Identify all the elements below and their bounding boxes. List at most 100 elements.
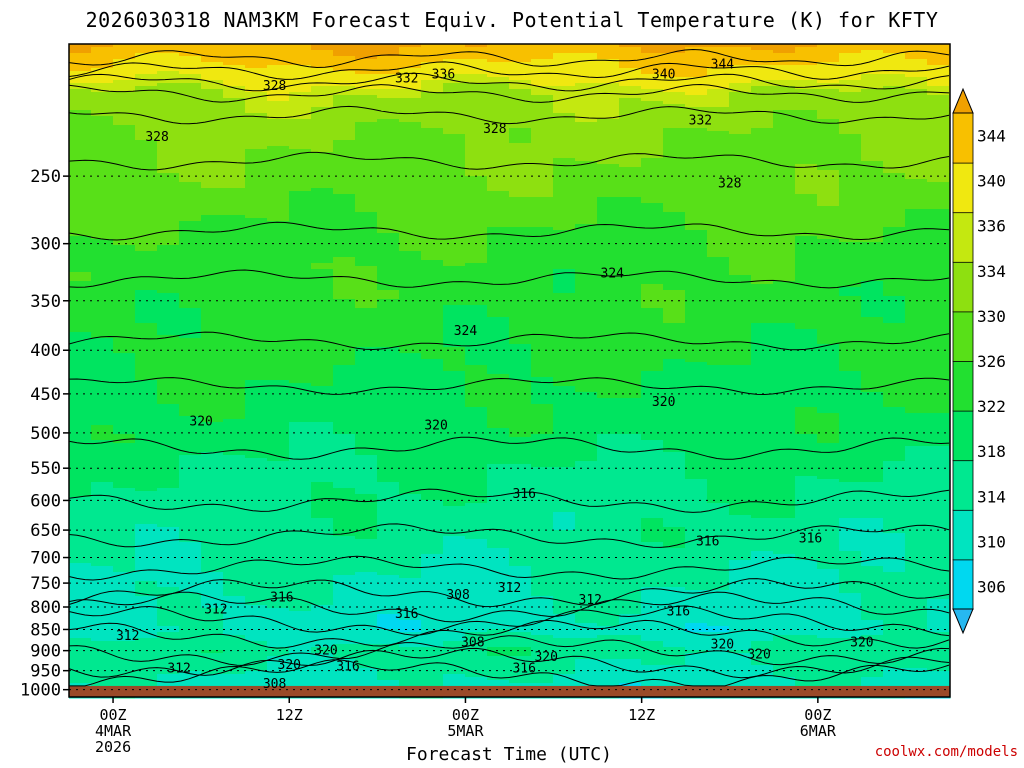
contour-label: 316 [270, 591, 293, 606]
theta-e-field [69, 44, 951, 699]
contour-line [68, 221, 950, 241]
contour-line [68, 619, 950, 649]
contour-label: 328 [145, 130, 168, 145]
y-tick-label: 550 [30, 459, 61, 479]
colorbar-label: 310 [977, 532, 1006, 551]
contour-line [68, 605, 950, 637]
contour-line [68, 578, 950, 608]
contour-label: 332 [395, 71, 418, 86]
plot-frame [68, 43, 951, 698]
contour-label: 308 [461, 635, 484, 650]
colorbar-label: 336 [977, 217, 1006, 236]
contour-label: 316 [336, 660, 359, 675]
x-tick-label: 12Z [628, 706, 655, 724]
colorbar-label: 334 [977, 262, 1006, 281]
contour-label: 332 [689, 113, 712, 128]
contour-line [68, 48, 950, 69]
watermark: coolwx.com/models [874, 744, 1018, 760]
contour-label: 308 [446, 588, 469, 603]
contour-line [68, 591, 950, 623]
contour-label: 324 [454, 324, 478, 339]
contour-label: 328 [263, 79, 286, 94]
colorbar-segment [952, 509, 974, 561]
colorbar-segment [952, 410, 974, 462]
y-tick-label: 700 [30, 549, 61, 569]
contour-label: 328 [718, 176, 741, 191]
contour-label: 340 [652, 67, 675, 82]
contour-label: 316 [512, 662, 535, 677]
contour-label: 316 [799, 532, 822, 547]
colorbar-segment [952, 310, 974, 362]
contour-label: 336 [432, 67, 455, 82]
colorbar-label: 340 [977, 172, 1006, 191]
contour-label: 320 [711, 637, 734, 652]
x-tick-label: 6MAR [800, 722, 837, 740]
contour-label: 320 [534, 650, 557, 665]
y-tick-label: 350 [30, 292, 61, 312]
colorbar-label: 322 [977, 397, 1006, 416]
contour-label: 312 [579, 593, 602, 608]
y-tick-label: 400 [30, 341, 61, 361]
x-axis-label: Forecast Time (UTC) [406, 744, 612, 765]
colorbar-segment [952, 162, 974, 214]
chart-title: 2026030318 NAM3KM Forecast Equiv. Potent… [85, 8, 939, 32]
contour-label: 316 [512, 487, 535, 502]
colorbar-label: 326 [977, 352, 1006, 371]
y-tick-label: 950 [30, 662, 61, 682]
contour-label: 316 [395, 607, 418, 622]
y-tick-label: 750 [30, 574, 61, 594]
y-tick-label: 500 [30, 424, 61, 444]
y-tick-label: 600 [30, 491, 61, 511]
contour-label: 320 [278, 658, 301, 673]
contour-line [68, 377, 950, 396]
contour-line [68, 436, 950, 460]
colorbar-low-arrow [952, 608, 974, 635]
colorbar-label: 318 [977, 442, 1006, 461]
colorbar-high-arrow [952, 87, 974, 114]
contour-line [68, 61, 950, 80]
colorbar-segment [952, 459, 974, 511]
contour-label: 312 [498, 581, 521, 596]
y-tick-label: 650 [30, 521, 61, 541]
colorbar-segment [952, 261, 974, 313]
contour-label: 320 [850, 635, 873, 650]
x-tick-label: 12Z [276, 706, 303, 724]
contour-label: 320 [747, 648, 770, 663]
colorbar: 306 310 314 318 322 326 330 334 336 340 344 [952, 87, 1006, 635]
colorbar-label: 344 [977, 127, 1006, 146]
contour-label: 328 [483, 122, 506, 137]
ground-band [69, 685, 950, 697]
colorbar-segment [952, 559, 974, 610]
contour-label: 320 [652, 395, 675, 410]
contour-line [68, 635, 950, 666]
contour-label: 312 [167, 662, 190, 677]
contour-line [68, 83, 950, 103]
y-tick-label: 850 [30, 620, 61, 640]
x-tick-label: 00Z [804, 706, 831, 724]
y-tick-label: 450 [30, 385, 61, 405]
x-tick-label: 5MAR [447, 722, 484, 740]
colorbar-segment [952, 112, 974, 164]
colorbar-segment [952, 360, 974, 412]
contour-label: 320 [424, 418, 447, 433]
contour-label: 308 [263, 677, 286, 692]
contour-line [68, 331, 950, 351]
colorbar-label: 330 [977, 307, 1006, 326]
contour-lines [68, 48, 950, 687]
contour-line [68, 523, 950, 548]
contour-label: 316 [667, 605, 690, 620]
y-tick-label: 300 [30, 235, 61, 255]
contour-label: 324 [601, 266, 625, 281]
contour-label: 312 [116, 629, 139, 644]
contour-line [68, 488, 950, 513]
colorbar-label: 306 [977, 577, 1006, 596]
contour-line [68, 151, 950, 171]
y-tick-label: 250 [30, 167, 61, 187]
contour-label: 320 [314, 644, 337, 659]
colorbar-segment [952, 211, 974, 263]
contour-label: 320 [189, 415, 212, 430]
x-tick-label: 00Z [452, 706, 479, 724]
x-tick-label: 00Z [100, 706, 127, 724]
x-tick-label: 2026 [95, 738, 131, 756]
